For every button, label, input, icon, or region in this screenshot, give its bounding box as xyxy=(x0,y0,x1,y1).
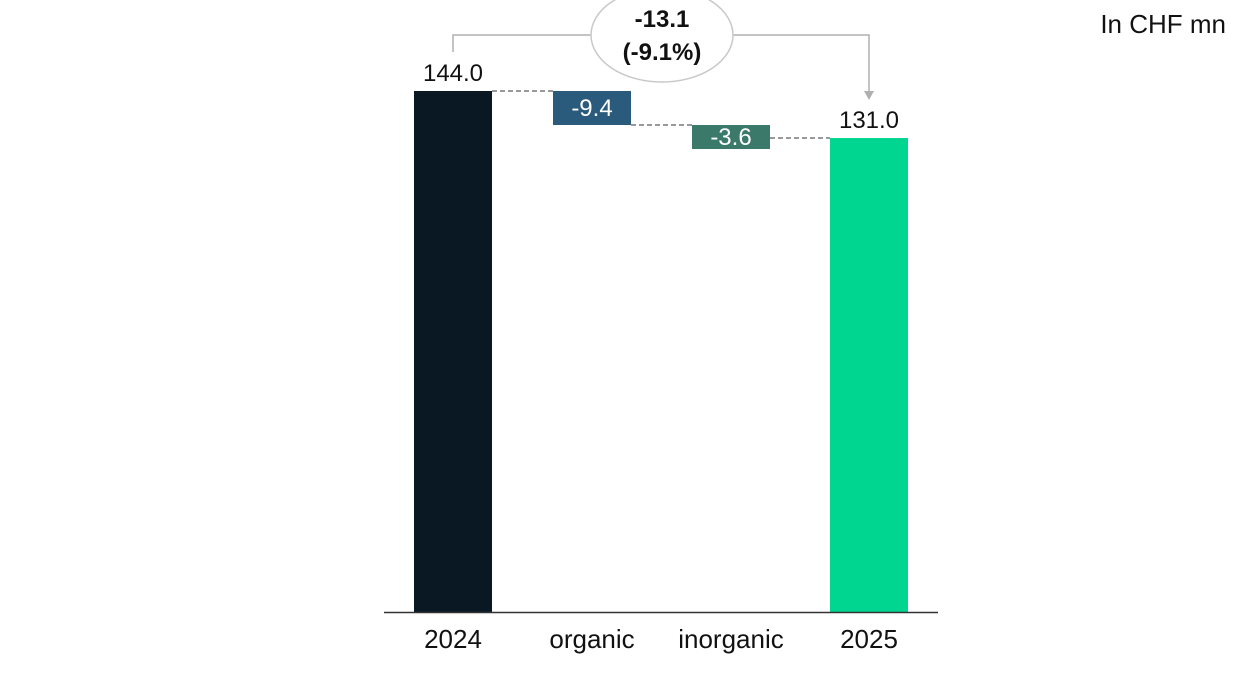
value-label-organic: -9.4 xyxy=(571,95,612,122)
annotation-change-percent: (-9.1%) xyxy=(623,39,702,66)
bar-inorganic xyxy=(692,125,770,150)
bar-labels-group: 144.0 -9.4 -3.6 131.0 xyxy=(423,60,899,151)
annotation-bracket-left xyxy=(452,34,592,52)
bar-2025 xyxy=(830,138,908,612)
bars-group xyxy=(414,91,908,612)
annotation-bubble xyxy=(590,0,734,83)
change-annotation: -13.1 (-9.1%) xyxy=(452,0,874,100)
value-label-2025: 131.0 xyxy=(839,107,899,134)
category-label-organic: organic xyxy=(549,624,634,654)
category-label-2025: 2025 xyxy=(840,624,898,654)
value-label-inorganic: -3.6 xyxy=(710,124,751,151)
bar-2024 xyxy=(414,91,492,612)
annotation-arrowhead-icon xyxy=(864,91,874,100)
annotation-change-value: -13.1 xyxy=(635,6,690,33)
category-label-2024: 2024 xyxy=(424,624,482,654)
category-label-inorganic: inorganic xyxy=(678,624,784,654)
value-label-2024: 144.0 xyxy=(423,60,483,87)
bar-organic xyxy=(553,91,631,125)
connectors-group xyxy=(492,90,830,139)
unit-label: In CHF mn xyxy=(1100,9,1226,39)
annotation-bracket-right xyxy=(732,34,870,94)
category-labels-group: 2024 organic inorganic 2025 xyxy=(424,624,898,654)
